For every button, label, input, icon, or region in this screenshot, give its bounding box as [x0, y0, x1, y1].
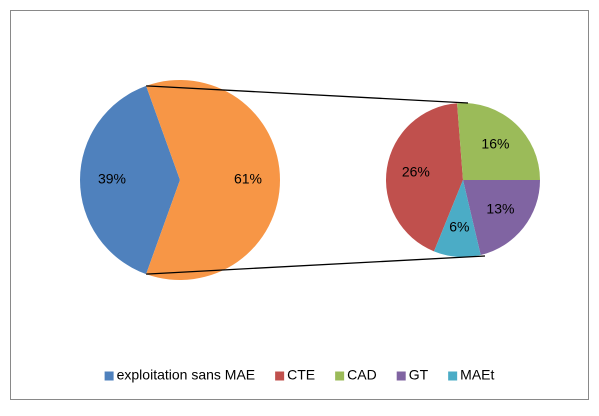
legend-label: CAD: [347, 367, 377, 383]
pie-slice: [433, 180, 481, 257]
legend-label: MAEt: [460, 367, 494, 383]
data-label: 6%: [449, 218, 469, 234]
legend-swatch: [396, 371, 406, 381]
data-label: 13%: [486, 200, 514, 216]
connector-line: [146, 255, 486, 275]
legend-swatch: [104, 371, 114, 381]
pie-slice: [457, 103, 540, 180]
legend-label: GT: [409, 367, 429, 383]
data-label: 26%: [402, 163, 430, 179]
legend-swatch: [448, 371, 458, 381]
pie-slice: [79, 85, 180, 275]
pie-slice: [146, 80, 280, 280]
pie-slice: [463, 180, 540, 255]
data-label: 16%: [481, 136, 509, 152]
pie-slice: [386, 103, 463, 252]
legend-swatch: [335, 371, 345, 381]
connector-line: [146, 85, 469, 104]
data-label: 61%: [234, 171, 262, 187]
legend-swatch: [275, 371, 285, 381]
legend-label: CTE: [287, 367, 315, 383]
data-label: 39%: [98, 171, 126, 187]
legend-label: exploitation sans MAE: [117, 367, 256, 383]
